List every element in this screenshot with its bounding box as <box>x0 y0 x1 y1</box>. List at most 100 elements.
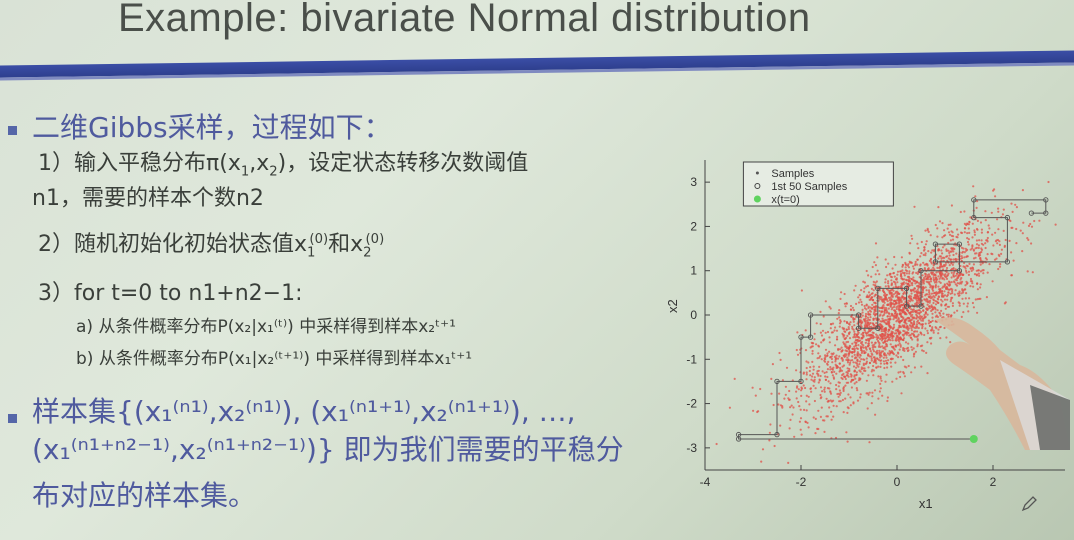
first-50-sample-marker <box>1004 214 1011 221</box>
sample-point <box>834 363 837 366</box>
sample-point <box>879 382 882 385</box>
sample-point <box>844 377 847 381</box>
sample-point <box>884 281 887 284</box>
sample-point <box>849 321 852 324</box>
sample-point <box>890 332 893 335</box>
sample-point <box>1030 225 1034 228</box>
sample-point <box>880 310 883 313</box>
sample-point <box>872 305 875 308</box>
sample-point <box>878 390 881 393</box>
sample-point <box>958 290 961 293</box>
sample-point <box>979 286 982 289</box>
sample-point <box>877 318 881 321</box>
sample-point <box>864 362 867 366</box>
sample-point <box>818 379 821 382</box>
sample-point <box>934 294 937 297</box>
sample-point <box>879 365 882 368</box>
sample-point <box>872 312 875 316</box>
sample-point <box>847 327 850 331</box>
sample-point <box>928 307 931 310</box>
sample-point <box>984 246 987 250</box>
sample-point <box>910 346 913 349</box>
sample-point <box>934 276 937 279</box>
sample-point <box>770 377 773 380</box>
sample-point <box>886 300 889 303</box>
sample-point <box>894 361 897 364</box>
sample-point <box>946 305 949 308</box>
sample-point <box>829 327 832 330</box>
sample-point <box>805 409 808 412</box>
sample-point <box>930 304 933 307</box>
sample-point <box>847 326 850 329</box>
sample-point <box>904 326 907 329</box>
sample-point <box>874 242 878 245</box>
sample-point <box>909 336 912 339</box>
sample-point <box>819 374 822 378</box>
sample-point <box>849 373 852 376</box>
sample-point <box>821 370 824 373</box>
sample-point <box>872 356 875 359</box>
sample-point <box>827 360 830 363</box>
sample-point <box>887 280 890 283</box>
sample-point <box>902 338 905 341</box>
sample-point <box>815 343 818 346</box>
sample-point <box>819 355 822 358</box>
sample-point <box>979 263 982 266</box>
sample-point <box>927 319 930 322</box>
sample-point <box>924 229 927 232</box>
sample-point <box>870 359 873 362</box>
sample-point <box>947 249 950 252</box>
sample-point <box>874 264 877 267</box>
sample-point <box>953 311 956 314</box>
sample-point <box>949 300 952 303</box>
sample-point <box>835 388 838 391</box>
sample-point <box>942 265 945 268</box>
sample-point <box>838 362 841 365</box>
sample-point <box>882 360 885 363</box>
sample-point <box>948 264 951 267</box>
sample-point <box>922 286 925 289</box>
sample-point <box>882 290 885 293</box>
sample-point <box>759 387 762 391</box>
sample-point <box>771 363 774 366</box>
sample-point <box>947 231 951 234</box>
sample-point <box>978 239 981 242</box>
sample-point <box>980 248 984 251</box>
sample-point <box>872 350 876 353</box>
sample-point <box>823 371 826 374</box>
sample-point <box>893 303 896 306</box>
sample-point <box>948 233 952 236</box>
pen-icon[interactable] <box>1020 495 1038 513</box>
sample-point <box>885 343 888 346</box>
sample-point <box>864 315 867 318</box>
sample-point <box>796 353 800 356</box>
sample-point <box>900 272 903 275</box>
sample-point <box>910 261 913 264</box>
sample-point <box>964 227 967 230</box>
sample-point <box>870 357 873 360</box>
sample-point <box>903 307 906 310</box>
first-50-sample-marker <box>798 378 804 385</box>
sample-point <box>856 399 860 402</box>
sample-point <box>859 354 862 357</box>
sample-point <box>889 343 892 346</box>
sample-point <box>976 298 979 301</box>
sample-point <box>820 406 823 409</box>
sample-point <box>978 274 981 277</box>
sample-point <box>975 274 978 277</box>
sample-point <box>873 311 876 314</box>
sample-point <box>795 348 798 352</box>
sample-point <box>942 285 945 288</box>
sample-point <box>945 266 949 270</box>
sample-point <box>914 297 917 300</box>
sample-point <box>953 271 956 274</box>
sample-point <box>883 301 886 304</box>
sample-point <box>923 248 926 251</box>
sample-point <box>940 249 943 252</box>
sample-point <box>823 338 826 341</box>
sample-point <box>907 263 910 266</box>
sample-point <box>868 391 871 394</box>
sample-point <box>807 426 810 429</box>
sample-point <box>804 420 807 423</box>
sample-point <box>938 289 941 292</box>
